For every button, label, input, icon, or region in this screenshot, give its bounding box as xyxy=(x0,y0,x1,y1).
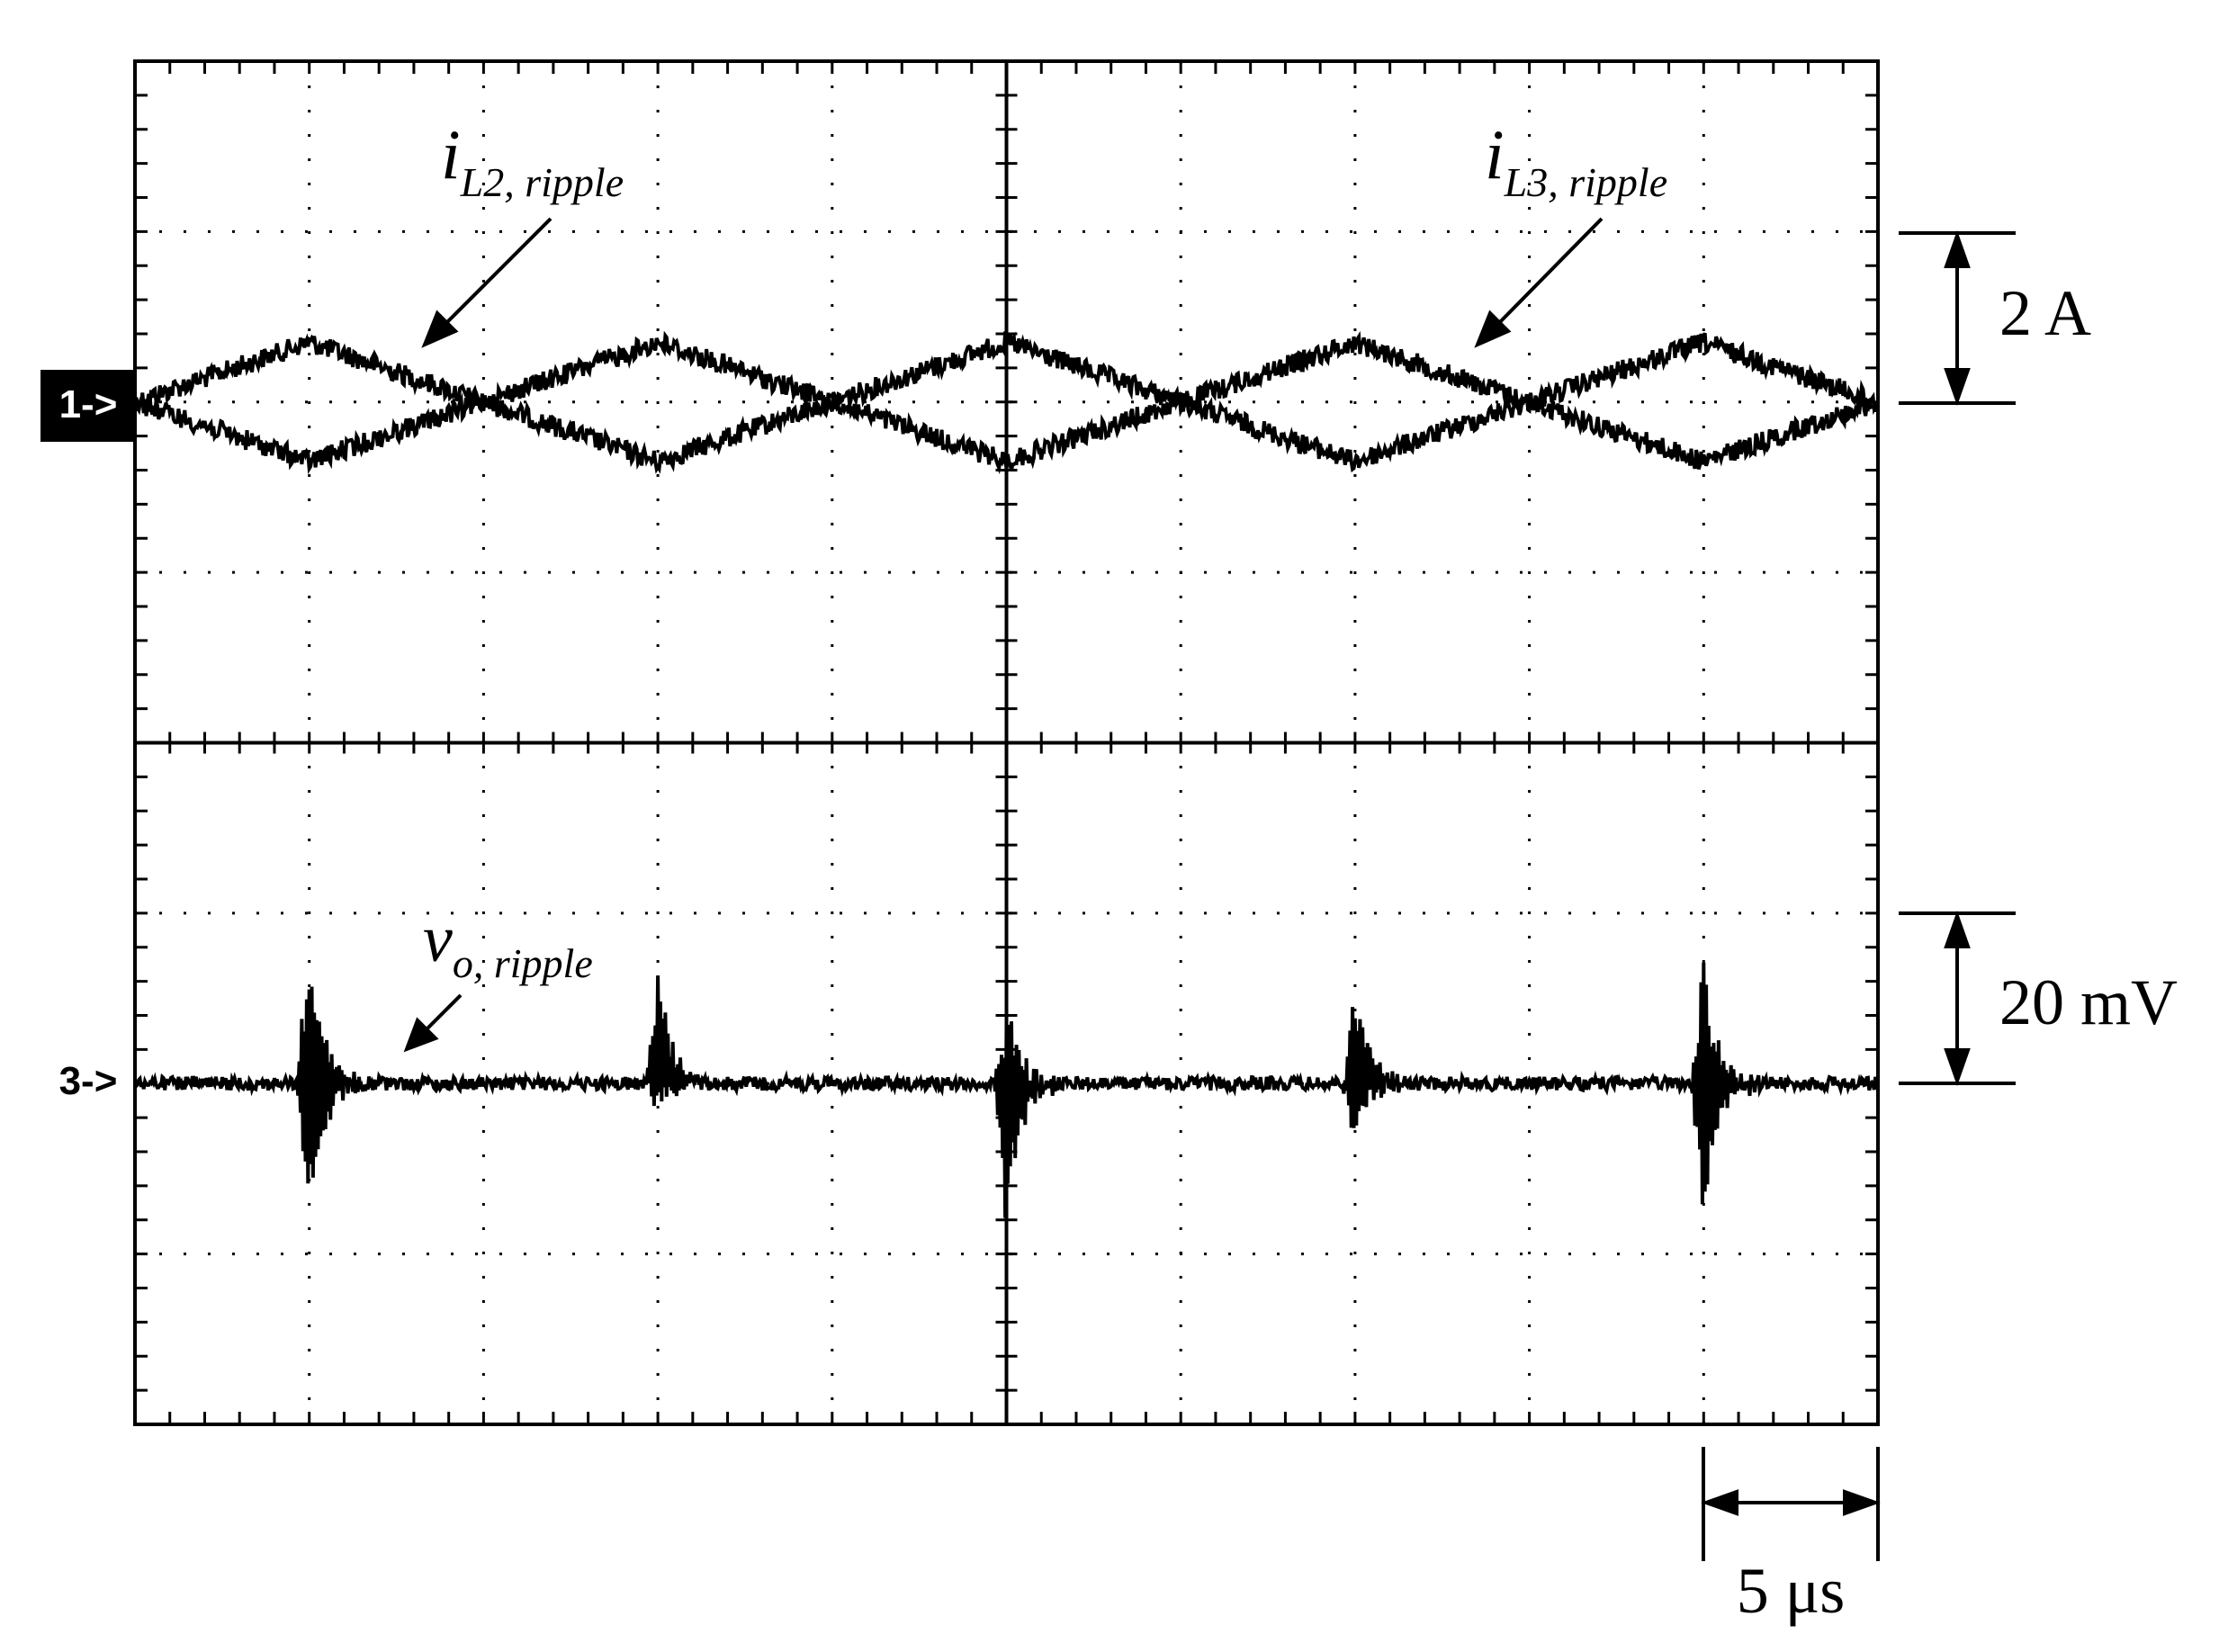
arrow-il2 xyxy=(439,217,553,330)
channel-3-marker: 3-> xyxy=(59,1059,118,1103)
series-label-il3-sub: L3, ripple xyxy=(1504,159,1667,205)
trace-i-1 xyxy=(133,330,1880,475)
series-label-il3: iL3, ripple xyxy=(1485,115,1667,205)
series-label-il3-main: i xyxy=(1485,115,1505,193)
arrow-il3-head xyxy=(1474,310,1512,348)
trace-i-0 xyxy=(133,329,1879,474)
series-label-il2-sub: L2, ripple xyxy=(460,159,624,205)
scale-label-channel-3: 20 mV xyxy=(1999,966,2178,1038)
series-label-vo-main: v xyxy=(423,902,453,976)
series-label-vo: vo, ripple xyxy=(423,902,593,986)
time-scale-label: 5 μs xyxy=(1737,1555,1846,1627)
arrow-il3 xyxy=(1492,217,1604,330)
annotation-arrows xyxy=(403,217,1604,1053)
scale-bar-channel-3 xyxy=(1899,910,2016,1087)
channel-1-marker: 1-> xyxy=(59,382,118,426)
graticule xyxy=(133,59,1880,1426)
traces xyxy=(133,329,1880,1218)
series-label-il2-main: i xyxy=(441,115,461,193)
trace-v-2 xyxy=(134,962,1880,1218)
series-label-vo-sub: o, ripple xyxy=(453,940,593,986)
arrow-vo xyxy=(421,993,463,1035)
time-scale-bar xyxy=(1700,1447,1882,1561)
scale-label-channel-1: 2 A xyxy=(1999,277,2091,349)
series-label-il2: iL2, ripple xyxy=(441,115,624,205)
scale-bar-channel-1 xyxy=(1899,229,2016,407)
arrow-il2-head xyxy=(421,310,459,348)
arrow-vo-head xyxy=(403,1017,439,1053)
channel-1-marker-box xyxy=(40,370,136,442)
